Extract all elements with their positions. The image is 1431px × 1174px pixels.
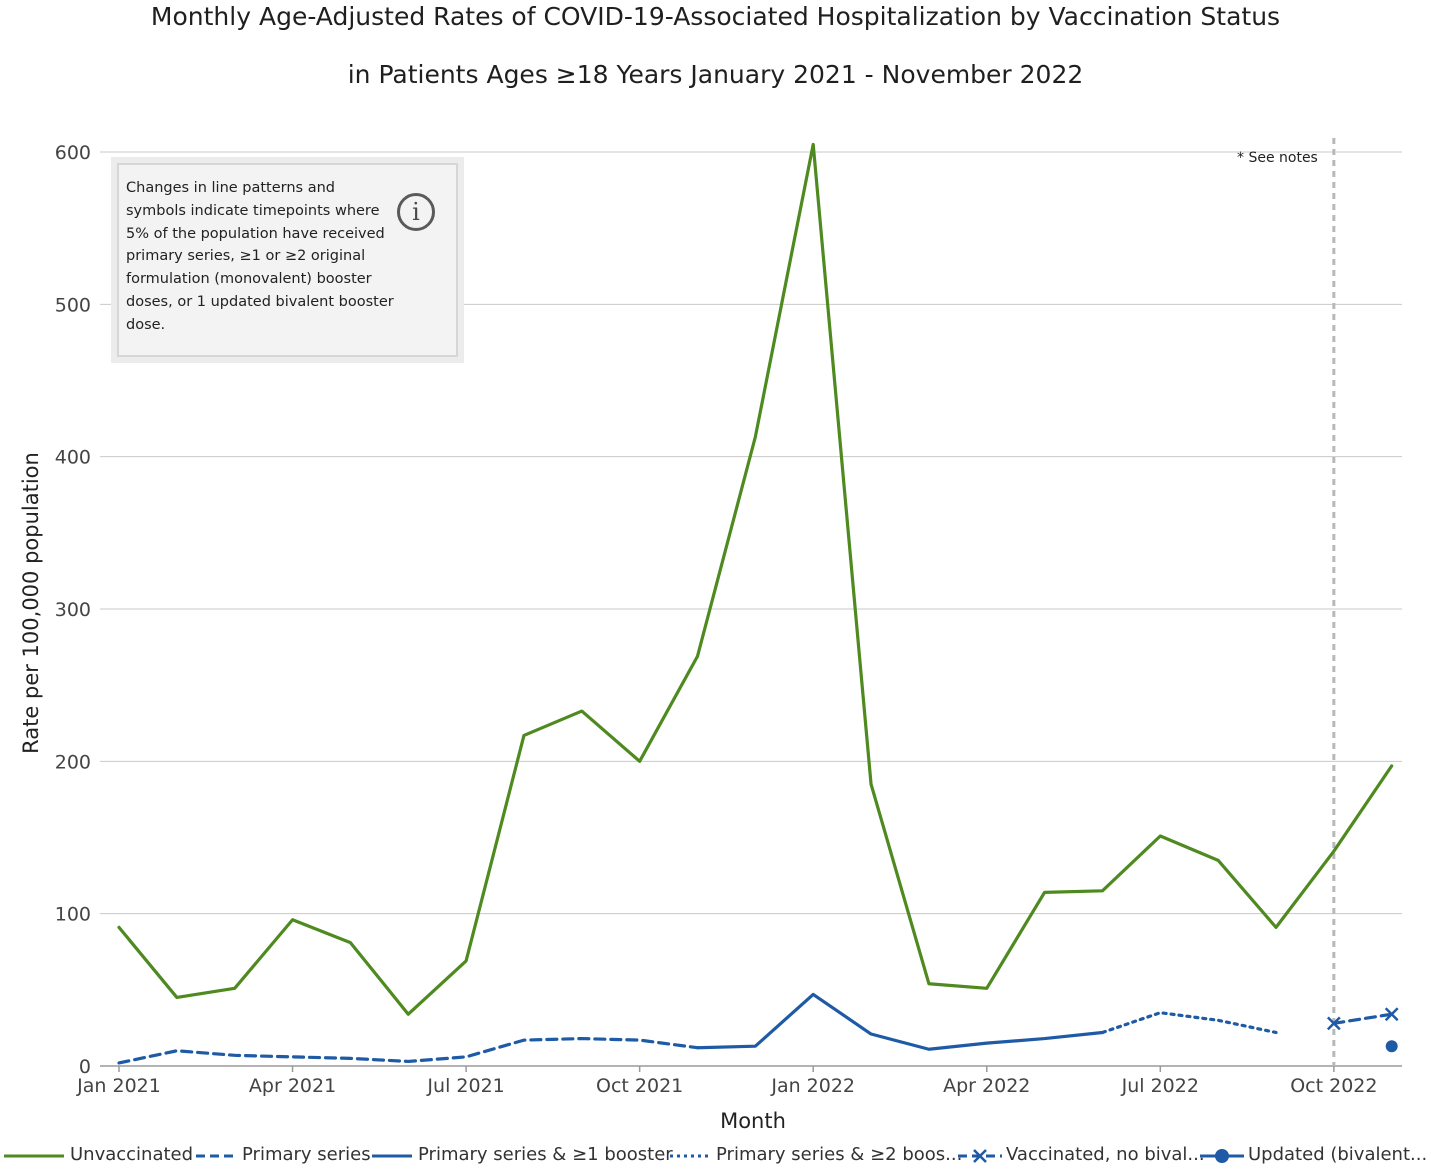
x-tick-label: Oct 2021 [596,1075,683,1097]
y-tick-label: 600 [55,142,91,164]
legend-label: Primary series [242,1144,371,1165]
legend-label: Primary series & ≥2 boos... [716,1144,963,1165]
y-tick-label: 400 [55,447,91,469]
y-axis-ticks: 0 100 200 300 400 500 600 [55,142,91,1078]
legend-swatch-dashed-blue [196,1154,236,1158]
series-point-updated-bivalent [1385,1040,1398,1053]
info-note-box: Changes in line patterns and symbols ind… [117,163,458,357]
x-axis-title: Month [720,1109,786,1133]
y-axis-title: Rate per 100,000 population [19,452,43,754]
series-marker-x [1326,1016,1341,1031]
y-tick-label: 200 [55,751,91,773]
legend-swatch-dot-blue [1200,1149,1244,1163]
x-axis-ticks: Jan 2021 Apr 2021 Jul 2021 Oct 2021 Jan 2022… [76,1066,1377,1097]
legend-label: Unvaccinated [70,1144,194,1165]
chart-title-line-2: in Patients Ages ≥18 Years January 2021 … [347,60,1084,89]
chart-title-line-1: Monthly Age-Adjusted Rates of COVID-19-A… [150,2,1281,31]
legend-label: Updated (bivalent... [1248,1144,1428,1165]
x-tick-label: Jul 2022 [1121,1075,1199,1097]
x-tick-label: Oct 2022 [1290,1075,1377,1097]
y-tick-label: 100 [55,904,91,926]
info-icon[interactable]: i [397,193,435,231]
series-line-4 [1332,1012,1394,1025]
x-tick-label: Jul 2021 [426,1075,504,1097]
y-tick-label: 0 [79,1056,91,1078]
legend-swatch-solid-blue [372,1154,412,1158]
see-notes-label[interactable]: * See notes [1237,150,1318,166]
y-tick-label: 500 [55,294,91,316]
series-marker-x [1384,1007,1399,1022]
x-tick-label: Jan 2022 [770,1075,855,1097]
x-tick-label: Apr 2021 [249,1075,336,1097]
series-group [117,142,1399,1065]
legend-swatch-solid-green [4,1154,64,1158]
series-line-0 [117,142,1394,1016]
x-tick-label: Jan 2021 [76,1075,161,1097]
legend-label: Vaccinated, no bival... [1006,1144,1205,1165]
legend: Unvaccinated Primary series Primary seri… [0,1142,1431,1170]
series-line-3 [1100,1011,1278,1035]
legend-swatch-dashed-x-blue [958,1149,1002,1163]
x-tick-label: Apr 2022 [943,1075,1030,1097]
series-line-2 [695,992,1105,1051]
info-note-text: Changes in line patterns and symbols ind… [126,180,394,333]
y-tick-label: 300 [55,599,91,621]
legend-label: Primary series & ≥1 booster [418,1144,673,1165]
legend-swatch-dotted-blue [670,1154,712,1158]
series-line-1 [117,1036,700,1065]
